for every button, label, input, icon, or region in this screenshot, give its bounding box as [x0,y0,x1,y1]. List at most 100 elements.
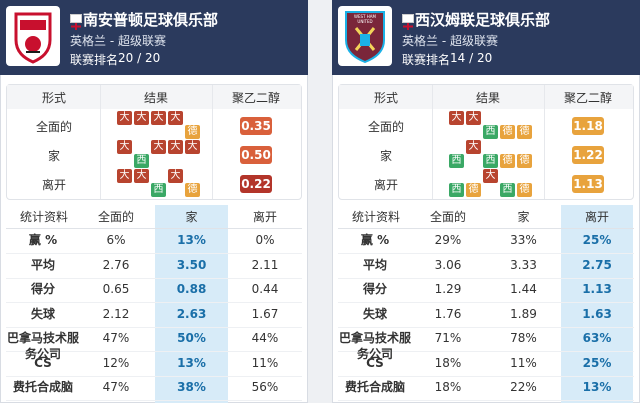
stat-value: 2.12 [102,306,130,321]
result: 大 [134,111,149,125]
form-header: 聚乙二醇 [563,91,612,105]
form-header-bg [7,85,301,109]
stat-value: 3.06 [434,257,462,272]
result: 大 [185,140,200,154]
stat-value: 2.11 [251,257,279,272]
stat-value: 11% [251,355,279,370]
row-line [338,326,634,328]
form-row-label: 全面的 [35,120,72,134]
stat-value: 29% [434,233,462,247]
stats-header: 全面的 [429,210,466,224]
stat-value: 38% [177,380,206,394]
ppg: 1.22 [572,146,604,164]
result: 大 [117,140,132,154]
stat-value: 18% [434,380,462,394]
divider [544,85,545,199]
stat-value: 2.75 [582,257,612,272]
stats-header: 家 [185,210,198,224]
form-row-label: 全面的 [367,120,404,134]
stat-label: 平均 [362,257,387,272]
ppg: 1.13 [572,175,604,193]
row-line [338,277,634,279]
stats-header: 离开 [584,210,609,224]
stat-value: 1.67 [251,306,279,321]
result: 大 [134,169,149,183]
logo [6,6,60,66]
ppg: 1.18 [572,117,604,135]
ppg: 0.22 [240,175,272,193]
row-line [6,400,302,401]
crest [345,11,385,64]
result: 大 [117,111,132,125]
stat-value: 78% [510,331,537,345]
highlight-column [155,205,228,403]
stat-value: 1.89 [510,306,537,321]
result: 大 [483,169,498,183]
stat-label: 得分 [30,282,55,296]
row-line [6,351,302,352]
stats-header: 统计资料 [19,210,68,224]
row-line [6,253,302,254]
team-name: 南安普顿足球俱乐部 [83,11,219,29]
league: 英格兰 - 超级联赛 [70,34,166,48]
row-line [6,277,302,279]
flag [70,14,82,30]
stat-value: 25% [582,355,612,370]
logo-text: WEST HAM UNITED [354,14,376,24]
stat-value: 11% [510,355,537,370]
result: 大 [168,140,183,154]
divider [212,85,213,199]
stat-value: 1.63 [582,306,612,321]
stat-value: 6% [106,233,126,247]
row-line [338,351,634,352]
result: 西 [483,154,498,168]
result: 大 [168,111,183,125]
stat-value: 2.76 [102,257,130,272]
result: 德 [517,183,532,197]
stat-value: 22% [510,380,537,394]
stats-header: 离开 [252,210,277,224]
stat-value: 47% [102,331,130,345]
stat-value: 13% [177,355,206,370]
ppg: 0.35 [240,117,272,135]
row-line [6,326,302,328]
stats-header: 家 [517,210,530,224]
stats-header: 全面的 [97,210,134,224]
stat-label: CS [366,355,384,370]
result: 德 [466,183,481,197]
form-header: 结果 [475,91,500,105]
stat-value: 3.33 [510,257,537,272]
result: 德 [517,125,532,139]
divider [100,85,101,199]
result: 德 [517,154,532,168]
row-line [338,375,634,377]
result: 大 [168,169,183,183]
stat-value: 33% [510,233,537,247]
form-header-bg [339,85,633,109]
form-row-label: 家 [47,149,60,163]
stat-label: 平均 [30,257,55,272]
stat-value: 44% [251,331,279,345]
stats-header-line [6,228,302,229]
form-header: 形式 [373,91,398,105]
result: 西 [151,183,166,197]
stat-label: CS [34,355,52,370]
result: 大 [151,111,166,125]
form-row-label: 离开 [41,178,66,192]
stat-value: 63% [582,331,612,345]
stat-value: 0.65 [102,282,130,296]
form-row-label: 家 [379,149,392,163]
result: 西 [483,125,498,139]
highlight-column [561,205,633,403]
result: 西 [449,154,464,168]
stat-value: 1.44 [510,282,537,296]
stat-value: 0% [255,233,275,247]
stat-value: 1.29 [434,282,462,296]
result: 大 [466,140,481,154]
stat-value: 0.44 [251,282,279,296]
form-header: 聚乙二醇 [231,91,280,105]
result: 西 [500,183,515,197]
stat-value: 1.76 [434,306,462,321]
logo: WEST HAM UNITED [338,6,392,66]
stats-header-line [338,228,634,229]
